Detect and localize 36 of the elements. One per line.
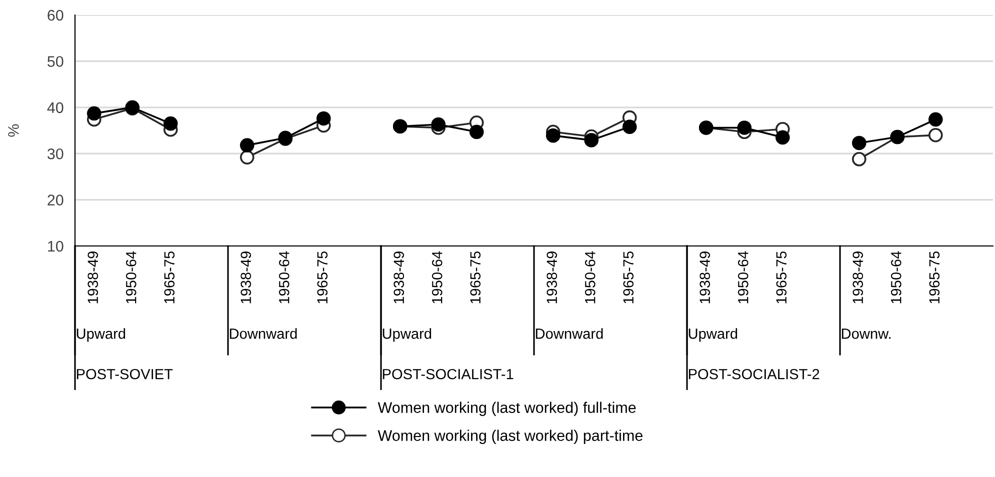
x-tick-label: 1950-64 [738, 251, 748, 304]
text: Upward [688, 328, 738, 342]
text: Downward [536, 328, 603, 339]
text: POST-SOCIALIST-1 [382, 368, 514, 380]
x-tick-label: 1938-49 [240, 252, 252, 304]
x-tick-label: 1965-75 [317, 251, 328, 304]
text: Downward [230, 328, 297, 339]
y-tick-label: 40 [47, 102, 64, 114]
x-tick-label: 1965-75 [470, 251, 481, 304]
text: POST-SOVIET [76, 368, 173, 380]
x-tick-label: 1938-49 [700, 252, 710, 304]
x-tick-label: 1938-49 [88, 252, 98, 304]
x-tick-label: 1965-75 [164, 251, 175, 304]
y-tick-label: 20 [48, 194, 64, 206]
y-tick-label: 50 [48, 56, 64, 67]
y-tick-label: 30 [47, 148, 64, 160]
x-tick-label: 1965-75 [929, 251, 940, 304]
legend-label: Women working (last worked) full-time [378, 402, 636, 416]
x-tick-label: 1950-64 [432, 251, 442, 304]
x-tick-label: 1965-75 [623, 251, 634, 304]
y-tick-label: 10 [48, 240, 64, 252]
y-tick-label: 60 [48, 10, 64, 21]
text: Upward [76, 328, 126, 342]
x-tick-label: 1950-64 [584, 251, 596, 304]
x-tick-label: 1938-49 [852, 252, 864, 304]
text: Upward [382, 328, 432, 342]
legend-label: Women working (last worked) part-time [378, 430, 643, 444]
x-tick-label: 1965-75 [776, 251, 787, 304]
text: Downw. [842, 328, 891, 339]
x-tick-label: 1938-49 [546, 252, 558, 304]
y-axis-title: % [8, 124, 19, 137]
x-tick-label: 1938-49 [394, 252, 404, 304]
x-tick-label: 1950-64 [890, 251, 902, 304]
x-tick-label: 1950-64 [278, 251, 290, 304]
x-tick-label: 1950-64 [126, 251, 136, 304]
text: POST-SOCIALIST-2 [688, 368, 820, 380]
